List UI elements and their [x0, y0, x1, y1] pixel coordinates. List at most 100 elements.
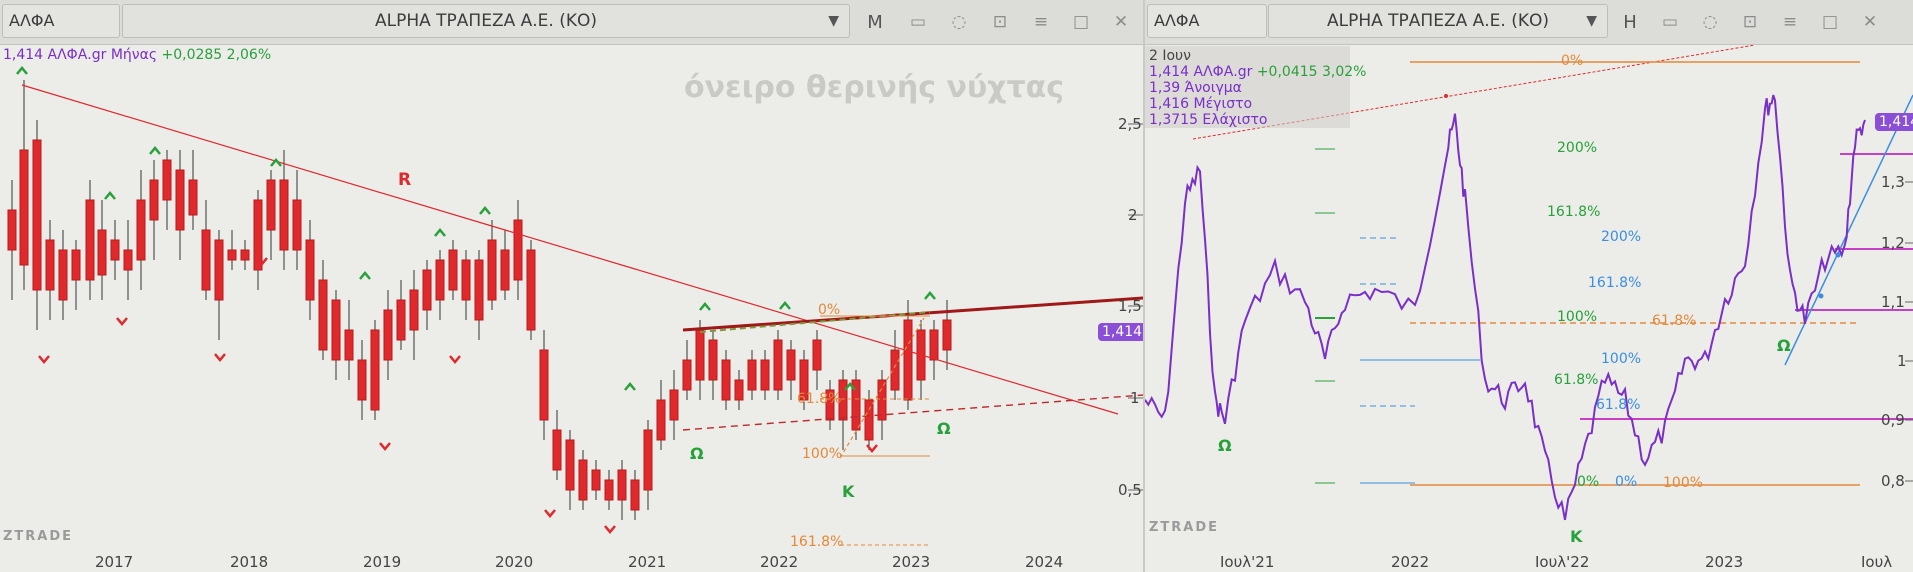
candle	[435, 259, 445, 301]
candle	[877, 379, 887, 421]
candle	[292, 199, 302, 251]
left-instrument-name: ALPHA ΤΡΑΠΕΖΑ Α.Ε. (ΚΟ)	[374, 11, 597, 31]
fib-orange-label-618: 61.8%	[1652, 313, 1697, 329]
chevron-down-icon[interactable]: ▼	[1586, 13, 1597, 29]
candle	[305, 239, 315, 301]
candle	[500, 249, 510, 291]
candle	[773, 339, 783, 391]
candle	[591, 469, 601, 491]
y-label: 0,5	[1118, 481, 1142, 499]
x-label: 2018	[230, 553, 269, 571]
info-open: 1,39 Άνοιγμα	[1149, 80, 1242, 96]
left-title-bar: ΑΛΦΑ ALPHA ΤΡΑΠΕΖΑ Α.Ε. (ΚΟ) ▼ M ▭ ◌ ⊡ ≡…	[0, 0, 1143, 45]
candle	[123, 249, 133, 271]
fib-blue-label: 0%	[1615, 474, 1638, 490]
info-date: 2 Ιουν	[1149, 48, 1191, 64]
y-label: 1,5	[1118, 297, 1142, 315]
close-icon[interactable]: ✕	[1113, 12, 1129, 32]
fib-green-label: 100%	[1557, 309, 1598, 325]
y-label: 1,3	[1881, 173, 1905, 191]
sell-arrow-icon	[449, 355, 461, 364]
label-omega-2: Ω	[1777, 336, 1791, 355]
right-chart-window: ΑΛΦΑ ALPHA ΤΡΑΠΕΖΑ Α.Ε. (ΚΟ) ▼ H ▭ ◌ ⊡ ≡…	[1145, 0, 1913, 572]
fib-label-618: 61.8%	[797, 391, 842, 407]
candle	[32, 139, 42, 291]
candle	[448, 249, 458, 291]
info-low: 1,3715 Ελάχιστο	[1149, 112, 1268, 128]
right-line-chart[interactable]	[1145, 45, 1913, 572]
candle	[201, 229, 211, 291]
fib-orange-label-100: 100%	[1663, 475, 1704, 491]
ohlc-info-box	[1145, 46, 1350, 128]
lock-icon[interactable]: ⊡	[992, 12, 1008, 32]
candle	[656, 399, 666, 441]
left-period-button[interactable]: M	[867, 11, 883, 33]
screenshot-icon[interactable]: ▭	[1661, 12, 1679, 32]
fib-label-1618: 161.8%	[790, 534, 844, 550]
candle	[149, 179, 159, 221]
candle	[162, 159, 172, 201]
menu-icon[interactable]: ≡	[1782, 12, 1798, 32]
chevron-down-icon[interactable]: ▼	[828, 13, 839, 29]
maximize-icon[interactable]: □	[1821, 12, 1839, 32]
fib-blue-label: 100%	[1601, 351, 1642, 367]
fib-green-label: 200%	[1557, 140, 1598, 156]
candle	[71, 249, 81, 281]
resistance-trendline	[21, 84, 1119, 415]
chat-icon[interactable]: ◌	[1702, 12, 1718, 32]
candle	[7, 209, 17, 251]
sell-arrow-icon	[544, 509, 556, 518]
candle	[175, 169, 185, 231]
candle	[604, 479, 614, 501]
candle	[344, 329, 354, 361]
x-label: Ιουλ'21	[1220, 553, 1275, 571]
label-omega-1: Ω	[1218, 436, 1232, 455]
fib-blue-label: 61.8%	[1596, 397, 1641, 413]
fib-green-label: 0%	[1577, 474, 1600, 490]
sell-arrow-icon	[116, 317, 128, 326]
x-label: 2023	[1705, 553, 1744, 571]
candle	[97, 229, 107, 276]
chat-icon[interactable]: ◌	[951, 12, 967, 32]
left-instrument-title[interactable]: ALPHA ΤΡΑΠΕΖΑ Α.Ε. (ΚΟ) ▼	[122, 4, 850, 38]
menu-icon[interactable]: ≡	[1033, 12, 1049, 32]
candle	[747, 359, 757, 391]
close-icon[interactable]: ✕	[1862, 12, 1878, 32]
candle	[19, 149, 29, 266]
candle	[487, 239, 497, 301]
candle	[279, 179, 289, 251]
x-label: 2024	[1025, 553, 1064, 571]
candle	[786, 349, 796, 381]
buy-arrow-icon	[16, 66, 28, 75]
candle	[812, 339, 822, 371]
right-instrument-title[interactable]: ALPHA ΤΡΑΠΕΖΑ Α.Ε. (ΚΟ) ▼	[1268, 4, 1608, 38]
fib-green-label: 161.8%	[1547, 204, 1601, 220]
lower-channel-line	[682, 394, 1143, 431]
x-label: 2023	[892, 553, 931, 571]
right-period-button[interactable]: H	[1623, 11, 1637, 33]
lock-icon[interactable]: ⊡	[1742, 12, 1758, 32]
fib-diagonal	[839, 317, 925, 459]
ztrade-logo: ZTRADE	[3, 529, 74, 544]
fib-label-0: 0%	[818, 302, 841, 318]
right-symbol-field[interactable]: ΑΛΦΑ	[1147, 4, 1267, 38]
left-symbol-field[interactable]: ΑΛΦΑ	[2, 4, 120, 38]
x-label: 2022	[1391, 553, 1430, 571]
candle	[578, 459, 588, 501]
x-label: Ιουλ'22	[1535, 553, 1590, 571]
buy-arrow-icon	[149, 146, 161, 155]
label-r: R	[398, 170, 412, 190]
maximize-icon[interactable]: □	[1072, 12, 1090, 32]
sell-arrow-icon	[379, 442, 391, 451]
buy-arrow-icon	[844, 382, 856, 391]
left-candlestick-chart[interactable]	[0, 45, 1143, 572]
candle	[58, 249, 68, 301]
y-label: 2,5	[1118, 115, 1142, 133]
candle	[422, 269, 432, 311]
label-omega-1: Ω	[690, 444, 704, 463]
x-label: 2017	[95, 553, 134, 571]
screenshot-icon[interactable]: ▭	[909, 12, 927, 32]
candle	[214, 239, 224, 301]
buy-arrow-icon	[434, 228, 446, 237]
candle	[682, 359, 692, 391]
